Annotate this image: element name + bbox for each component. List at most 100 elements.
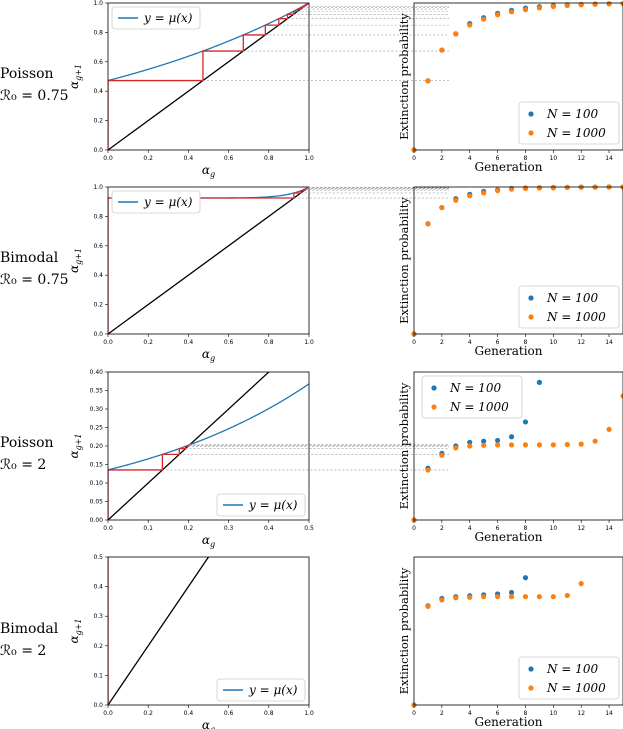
x-tick-label: 12 <box>577 525 585 532</box>
extinction-plot-area <box>411 379 623 523</box>
x-tick-label: 8 <box>524 525 528 532</box>
x-tick-label: 6 <box>496 339 500 346</box>
x-axis-label: αg <box>202 347 215 363</box>
x-tick-label: 0.1 <box>143 525 153 532</box>
legend-box <box>518 656 620 700</box>
point-n100 <box>522 575 529 581</box>
point-n1000 <box>536 185 543 191</box>
y-tick-label: 0.05 <box>90 499 104 506</box>
y-tick-label: 0.35 <box>90 388 104 395</box>
point-n1000 <box>439 204 445 211</box>
row-2: Bimodal ℛ₀ = 0.75 0.0 0.2 0.4 0.6 0.8 1.0 0.0 0.2… <box>0 184 623 363</box>
extinction-legend: N = 100 N = 1000 <box>518 285 620 329</box>
point-n1000 <box>425 603 431 610</box>
point-n1000 <box>425 221 431 227</box>
cobweb-legend: y = μ(x) <box>111 190 201 214</box>
legend-marker-n100 <box>431 385 437 391</box>
point-n100 <box>508 434 515 440</box>
point-n1000 <box>439 597 445 603</box>
point-n1000 <box>592 1 598 7</box>
legend-marker-n1000 <box>528 685 534 691</box>
x-tick-label: 2 <box>440 155 444 162</box>
point-n1000 <box>578 441 584 447</box>
x-tick-label: 0.8 <box>264 339 274 346</box>
x-tick-label: 10 <box>550 710 558 717</box>
y-axis-label: Extinction probability <box>397 197 411 324</box>
point-n1000 <box>550 3 556 10</box>
mu-curve <box>108 409 309 468</box>
y-tick-label: 1.0 <box>93 0 103 7</box>
x-axis-label: Generation <box>474 160 542 174</box>
point-n1000 <box>495 188 501 194</box>
x-tick-label: 10 <box>550 525 558 532</box>
point-n1000 <box>439 452 445 458</box>
point-n1000 <box>481 190 487 196</box>
x-tick-label: 0.6 <box>224 339 234 346</box>
point-n100 <box>522 419 529 425</box>
cobweb-plot: 0.0 0.1 0.2 0.3 0.4 0.5 0.00 0.05 0.10 0.15 0.20 0.… <box>67 369 314 549</box>
y-tick-label: 0.3 <box>93 613 103 620</box>
point-n100 <box>536 379 543 385</box>
x-tick-label: 0.4 <box>264 525 274 532</box>
cobweb-frame <box>107 186 310 335</box>
x-axis-label: Generation <box>474 530 542 544</box>
y-axis-label: Extinction probability <box>397 382 411 509</box>
point-n1000 <box>481 594 487 600</box>
point-n100 <box>467 439 473 445</box>
point-n1000 <box>467 594 473 600</box>
x-tick-label: 14 <box>605 339 613 346</box>
point-n1000 <box>453 445 459 451</box>
y-axis-label: αg+1 <box>67 64 83 89</box>
x-tick-label: 12 <box>577 339 585 346</box>
point-n1000 <box>508 594 515 600</box>
x-tick-label: 12 <box>577 710 585 717</box>
x-tick-label: 2 <box>440 339 444 346</box>
extinction-plot: 0 2 4 6 8 10 12 14 Generation Extinction probabil… <box>397 556 623 729</box>
x-tick-label: 0.8 <box>264 710 274 717</box>
point-n1000 <box>564 592 570 599</box>
y-tick-label: 0.10 <box>90 480 104 487</box>
point-n100 <box>495 437 501 444</box>
row-1: Poisson ℛ₀ = 0.75 0.0 0.2 0.4 0.6 0.8 1.0 0.0 0.2… <box>0 0 623 179</box>
extinction-legend: N = 100 N = 1000 <box>421 375 523 419</box>
x-tick-label: 6 <box>496 155 500 162</box>
point-n1000 <box>522 594 529 600</box>
extinction-plot: 0 2 4 6 8 10 12 14 Generation Extinction probabil… <box>397 371 623 544</box>
row-4: Bimodal ℛ₀ = 2 0.0 0.2 0.4 0.6 0.8 1.0 0.0 0.1 0.2… <box>0 409 623 729</box>
point-n1000 <box>425 467 431 473</box>
legend-label-mu: y = μ(x) <box>143 195 193 209</box>
legend-marker-n100 <box>528 295 534 301</box>
legend-label-mu: y = μ(x) <box>248 683 298 697</box>
y-tick-label: 0.5 <box>93 554 103 561</box>
point-n1000 <box>495 594 501 600</box>
x-tick-label: 8 <box>524 710 528 717</box>
x-axis-label: Generation <box>474 344 542 358</box>
y-axis-label: Extinction probability <box>397 567 411 694</box>
x-tick-label: 0 <box>412 155 416 162</box>
legend-label-n1000: N = 1000 <box>546 681 606 695</box>
point-n1000 <box>453 31 459 37</box>
x-axis-label: Generation <box>474 715 542 729</box>
x-tick-label: 0.2 <box>184 525 194 532</box>
point-n1000 <box>425 78 431 84</box>
point-n1000 <box>467 443 473 449</box>
cobweb-plot: 0.0 0.2 0.4 0.6 0.8 1.0 0.0 0.1 0.2 0.3 0.4 0.5 αg αg… <box>67 409 314 729</box>
legend-label-n100: N = 100 <box>546 662 598 676</box>
point-n1000 <box>508 9 515 15</box>
y-tick-label: 0.20 <box>90 443 104 450</box>
x-tick-label: 0 <box>412 339 416 346</box>
legend-box <box>518 285 620 329</box>
x-tick-label: 12 <box>577 155 585 162</box>
point-n1000 <box>606 1 612 7</box>
x-tick-label: 0.4 <box>184 339 194 346</box>
extinction-frame <box>413 556 623 706</box>
x-tick-label: 1.0 <box>304 710 314 717</box>
legend-marker-n1000 <box>528 130 534 136</box>
mu-curve <box>108 3 309 82</box>
x-tick-label: 8 <box>524 339 528 346</box>
identity-line <box>108 557 210 705</box>
point-n1000 <box>536 5 543 11</box>
legend-label-mu: y = μ(x) <box>143 11 193 25</box>
y-tick-label: 0.6 <box>93 243 103 250</box>
y-axis-label: Extinction probability <box>397 13 411 140</box>
